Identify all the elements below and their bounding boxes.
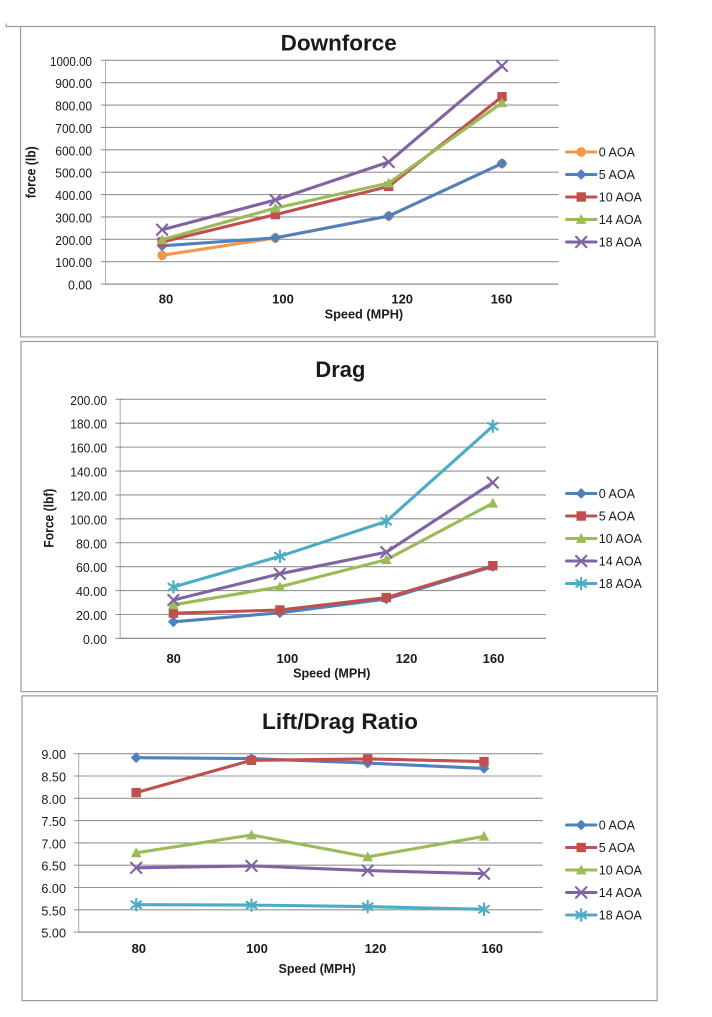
svg-text:160: 160 — [481, 941, 503, 956]
svg-text:18 AOA: 18 AOA — [599, 577, 643, 591]
svg-text:60.00: 60.00 — [76, 560, 107, 575]
svg-text:6.50: 6.50 — [41, 859, 66, 874]
svg-text:14 AOA: 14 AOA — [599, 886, 643, 900]
svg-text:100.00: 100.00 — [70, 512, 107, 527]
svg-text:180.00: 180.00 — [70, 417, 107, 432]
svg-text:10 AOA: 10 AOA — [599, 863, 643, 877]
svg-text:0 AOA: 0 AOA — [599, 145, 636, 159]
svg-text:400.00: 400.00 — [55, 188, 92, 203]
svg-text:0.00: 0.00 — [68, 278, 92, 293]
svg-text:7.00: 7.00 — [41, 836, 66, 851]
svg-text:80: 80 — [132, 941, 146, 956]
svg-text:120: 120 — [396, 651, 418, 666]
svg-text:800.00: 800.00 — [55, 99, 92, 114]
svg-text:80: 80 — [166, 651, 180, 666]
svg-text:0.00: 0.00 — [83, 632, 107, 647]
svg-text:18 AOA: 18 AOA — [599, 235, 643, 249]
svg-text:120: 120 — [365, 941, 387, 956]
svg-text:Speed (MPH): Speed (MPH) — [293, 666, 370, 681]
svg-text:8.50: 8.50 — [41, 770, 66, 785]
svg-text:0 AOA: 0 AOA — [599, 818, 636, 832]
svg-text:7.50: 7.50 — [41, 814, 66, 829]
svg-text:9.00: 9.00 — [41, 747, 66, 762]
svg-text:Lift/Drag Ratio: Lift/Drag Ratio — [262, 709, 418, 734]
svg-text:100: 100 — [246, 941, 268, 956]
svg-text:Downforce: Downforce — [281, 31, 397, 56]
svg-text:140.00: 140.00 — [70, 465, 107, 480]
svg-text:160: 160 — [491, 291, 513, 306]
svg-text:14 AOA: 14 AOA — [599, 213, 643, 227]
svg-text:Drag: Drag — [315, 357, 365, 382]
svg-text:120: 120 — [391, 291, 413, 306]
svg-text:200.00: 200.00 — [55, 233, 92, 248]
svg-text:160: 160 — [483, 651, 505, 666]
svg-text:600.00: 600.00 — [55, 143, 92, 158]
svg-text:8.00: 8.00 — [41, 792, 66, 807]
svg-text:900.00: 900.00 — [55, 76, 92, 91]
svg-text:6.00: 6.00 — [41, 881, 66, 896]
svg-text:80.00: 80.00 — [76, 536, 107, 551]
svg-text:5 AOA: 5 AOA — [599, 168, 636, 182]
svg-text:300.00: 300.00 — [55, 210, 92, 225]
svg-text:1000.00: 1000.00 — [50, 54, 92, 69]
svg-text:160.00: 160.00 — [70, 441, 107, 456]
svg-text:20.00: 20.00 — [76, 608, 107, 623]
svg-text:Speed (MPH): Speed (MPH) — [325, 306, 404, 321]
svg-text:100: 100 — [277, 651, 299, 666]
svg-text:80: 80 — [159, 291, 173, 306]
svg-text:Speed (MPH): Speed (MPH) — [279, 961, 356, 976]
svg-text:14 AOA: 14 AOA — [599, 554, 643, 568]
svg-text:5.50: 5.50 — [41, 903, 66, 918]
svg-text:200.00: 200.00 — [70, 393, 107, 408]
svg-text:700.00: 700.00 — [55, 121, 92, 136]
svg-text:18 AOA: 18 AOA — [599, 908, 643, 922]
svg-text:500.00: 500.00 — [55, 166, 92, 181]
svg-text:10 AOA: 10 AOA — [599, 190, 643, 204]
svg-text:5 AOA: 5 AOA — [599, 509, 636, 523]
svg-text:Force (lbf): Force (lbf) — [41, 489, 56, 548]
svg-text:5 AOA: 5 AOA — [599, 841, 636, 855]
svg-text:120.00: 120.00 — [70, 488, 107, 503]
svg-text:5.00: 5.00 — [41, 926, 66, 941]
svg-text:100.00: 100.00 — [55, 255, 92, 270]
svg-text:force (lb): force (lb) — [24, 146, 39, 198]
svg-text:0 AOA: 0 AOA — [599, 487, 636, 501]
svg-text:40.00: 40.00 — [76, 584, 107, 599]
svg-text:100: 100 — [272, 291, 294, 306]
svg-text:10 AOA: 10 AOA — [599, 532, 643, 546]
